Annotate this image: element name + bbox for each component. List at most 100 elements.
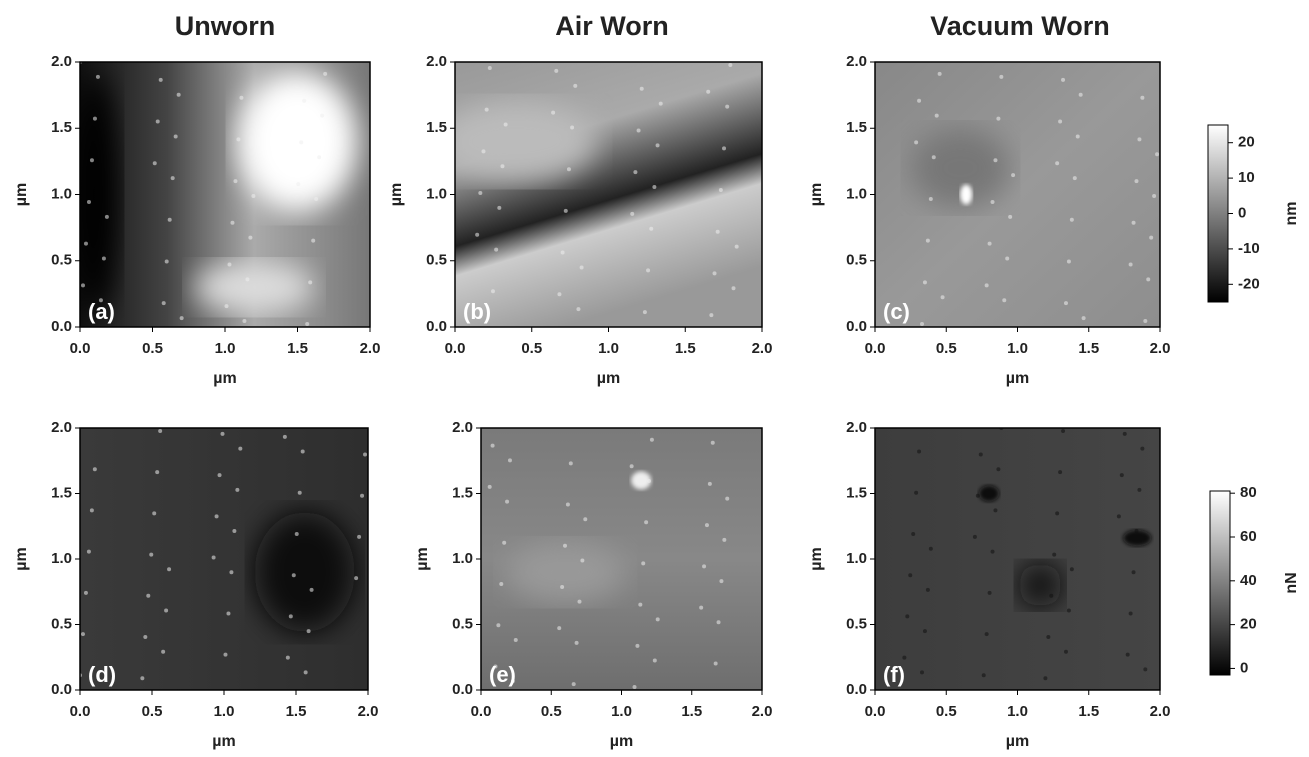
image-feature [238,72,358,212]
y-tick-label: 0.0 [846,318,867,335]
image-speck [167,567,171,571]
image-speck [572,682,576,686]
y-axis-label: µm [808,183,825,206]
image-speck [105,215,109,219]
y-tick-label: 1.5 [452,484,473,501]
x-tick-label: 2.0 [752,703,773,720]
image-speck [357,535,361,539]
image-speck [996,467,1000,471]
afm-panel: (d)0.00.00.50.51.01.01.51.52.02.0µmµm [13,419,378,750]
image-speck [1058,470,1062,474]
colorbar-tick-label: 0 [1240,659,1248,676]
image-speck [714,662,718,666]
image-speck [1055,511,1059,515]
image-speck [298,491,302,495]
y-tick-label: 0.5 [426,252,447,269]
x-tick-label: 1.5 [1078,340,1099,357]
x-tick-label: 1.5 [286,703,307,720]
image-speck [1155,152,1159,156]
image-speck [235,488,239,492]
image-speck [180,316,184,320]
image-speck [1073,176,1077,180]
image-speck [985,283,989,287]
image-speck [991,200,995,204]
y-tick-label: 2.0 [846,53,867,70]
image-speck [221,432,225,436]
image-speck [999,75,1003,79]
image-speck [1070,567,1074,571]
image-speck [1120,473,1124,477]
y-tick-label: 0.5 [51,252,72,269]
y-axis-label: µm [13,183,30,206]
x-axis-label: µm [1006,370,1029,387]
y-tick-label: 1.5 [426,119,447,136]
image-speck [1134,529,1138,533]
image-speck [996,117,1000,121]
afm-image [436,62,762,327]
x-tick-label: 1.5 [1078,703,1099,720]
y-tick-label: 2.0 [51,53,72,70]
image-speck [84,591,88,595]
y-tick-label: 0.5 [452,615,473,632]
image-speck [920,670,924,674]
image-speck [165,259,169,263]
image-speck [302,99,306,103]
x-tick-label: 1.0 [214,703,235,720]
y-axis-label: µm [808,547,825,570]
colorbar-tick-label: 20 [1240,616,1257,633]
image-speck [914,491,918,495]
image-speck [650,438,654,442]
image-speck [1067,609,1071,613]
afm-image [78,428,368,690]
y-tick-label: 0.0 [51,681,72,698]
y-tick-label: 2.0 [426,53,447,70]
x-tick-label: 2.0 [1150,340,1171,357]
image-speck [93,117,97,121]
image-speck [917,99,921,103]
image-speck [90,508,94,512]
image-speck [295,532,299,536]
image-speck [146,594,150,598]
image-speck [659,102,663,106]
x-tick-label: 1.5 [287,340,308,357]
image-speck [1076,134,1080,138]
image-speck [580,558,584,562]
y-tick-label: 0.0 [452,681,473,698]
image-speck [563,544,567,548]
image-speck [159,78,163,82]
image-speck [162,301,166,305]
image-speck [84,242,88,246]
image-feature [255,512,355,632]
image-speck [155,470,159,474]
image-speck [1132,221,1136,225]
x-tick-label: 1.5 [681,703,702,720]
image-speck [976,494,980,498]
image-speck [576,307,580,311]
image-speck [245,277,249,281]
image-speck [323,72,327,76]
x-tick-label: 0.5 [142,340,163,357]
y-tick-label: 0.0 [846,681,867,698]
image-speck [238,447,242,451]
x-tick-label: 0.5 [936,703,957,720]
image-speck [226,611,230,615]
image-speck [560,585,564,589]
image-speck [1002,298,1006,302]
image-speck [709,313,713,317]
image-speck [1064,301,1068,305]
image-speck [149,553,153,557]
x-axis-label: µm [213,370,236,387]
image-feature [505,542,625,602]
x-axis-label: µm [1006,733,1029,750]
image-speck [711,441,715,445]
image-speck [317,155,321,159]
image-speck [554,69,558,73]
x-tick-label: 0.5 [142,703,163,720]
image-speck [481,149,485,153]
image-speck [164,609,168,613]
image-speck [1052,553,1056,557]
image-speck [644,520,648,524]
image-speck [232,529,236,533]
image-speck [502,541,506,545]
y-tick-label: 1.0 [51,550,72,567]
